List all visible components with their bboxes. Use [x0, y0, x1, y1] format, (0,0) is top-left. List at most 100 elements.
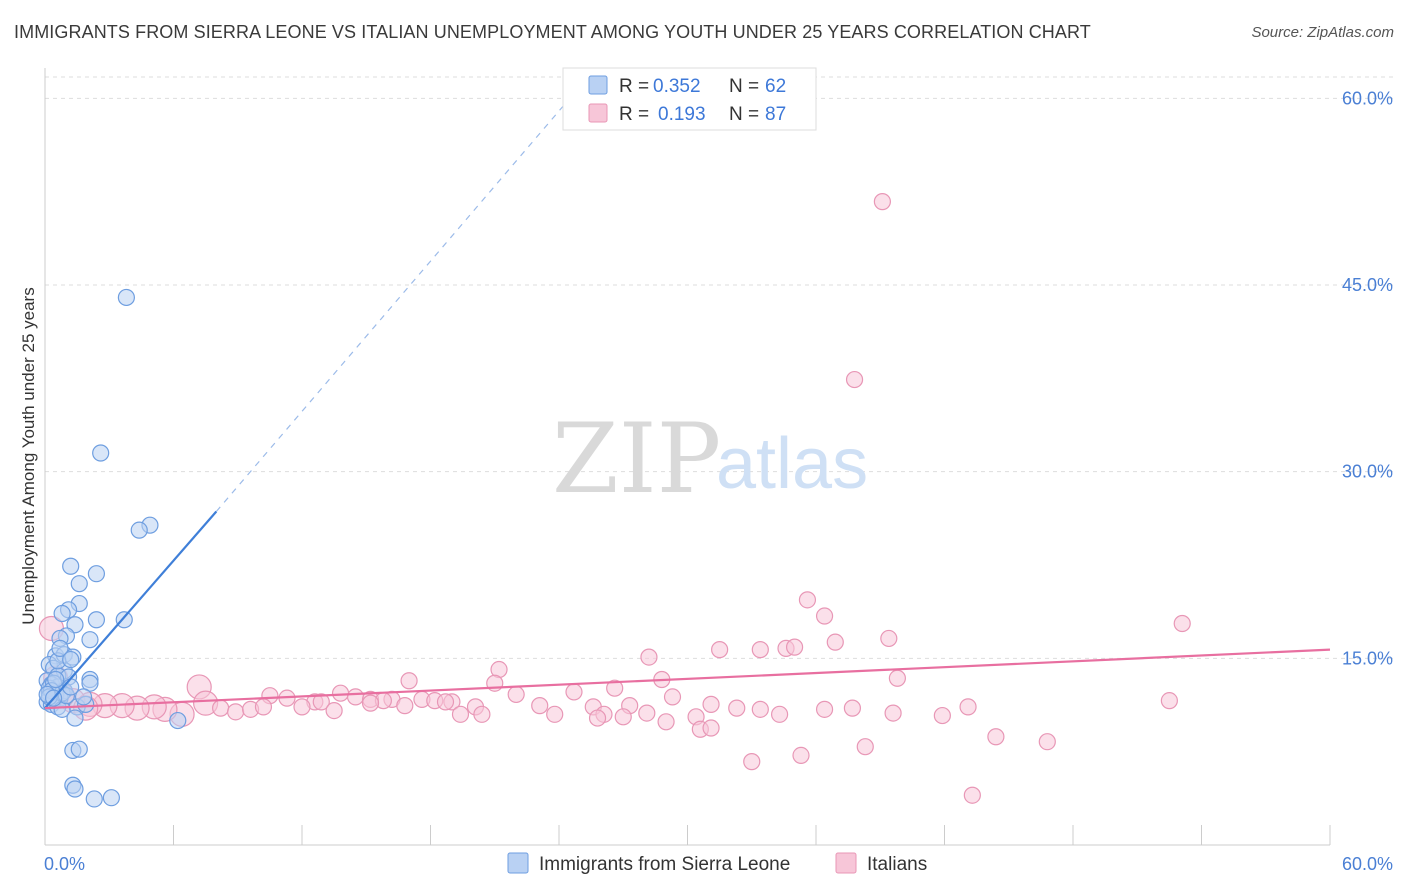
legend-r-label-2: R = [619, 104, 649, 125]
legend: R = 0.352 N = 62 R = 0.193 N = 87 [562, 67, 817, 131]
italians-point-19 [507, 685, 525, 704]
italians-point-69 [963, 786, 981, 804]
sierra-leone-point-7 [70, 575, 88, 593]
chart-title: IMMIGRANTS FROM SIERRA LEONE VS ITALIAN … [14, 22, 1091, 42]
italians-point-23 [702, 695, 720, 713]
sierra-leone-point-46 [66, 780, 84, 798]
italians-point-58 [546, 705, 564, 723]
italians-point-8 [751, 641, 769, 659]
x-tick-label-max: 60.0% [1342, 854, 1393, 874]
italians-point-10 [785, 638, 804, 656]
italians-point-48 [959, 698, 977, 716]
sierra-leone-point-1 [117, 288, 135, 307]
italians-point-11 [711, 641, 729, 659]
italians-point-45 [843, 699, 862, 717]
italians-point-60 [614, 708, 632, 726]
italians-point-54 [396, 697, 414, 715]
sierra-leone-trend-line [44, 510, 218, 709]
italians-point-52 [325, 701, 343, 720]
italians-point-68 [1038, 733, 1056, 751]
sierra-leone-point-58 [51, 639, 69, 657]
watermark: ZIP atlas [552, 403, 868, 515]
grid-lines [45, 76, 1393, 659]
italians-point-47 [933, 706, 951, 725]
sierra-leone-trend-extension [215, 73, 592, 512]
sierra-leone-point-2 [92, 444, 110, 462]
italians-point-28 [346, 688, 365, 706]
italians-point-65 [792, 746, 810, 765]
italians-point-51 [312, 693, 330, 711]
italians-point-5 [1173, 614, 1191, 633]
italians-point-1 [873, 193, 891, 211]
italians-point-86 [361, 694, 380, 712]
italians-point-7 [826, 633, 844, 651]
italians-trend-line [44, 648, 1331, 710]
sierra-leone-point-48 [102, 789, 120, 807]
italians-point-35 [531, 697, 549, 715]
italians-point-39 [638, 704, 656, 722]
bottom-legend-swatch-sierra-leone [507, 852, 529, 874]
sierra-leone-point-5 [62, 557, 80, 575]
trend-lines [44, 73, 1331, 710]
legend-n-value-1: 62 [765, 76, 786, 97]
bottom-legend-label-sierra-leone: Immigrants from Sierra Leone [539, 854, 790, 875]
x-ticks [44, 825, 1331, 845]
sierra-leone-point-10 [53, 604, 71, 623]
italians-point-59 [588, 709, 607, 727]
y-tick-label-1: 15.0% [1342, 648, 1393, 668]
legend-r-value-1: 0.352 [653, 76, 701, 97]
italians-point-44 [815, 700, 834, 718]
source-label: Source: ZipAtlas.com [1251, 24, 1394, 41]
legend-r-value-2: 0.193 [658, 104, 706, 125]
italians-point-82 [212, 699, 230, 717]
italians-point-50 [293, 698, 311, 716]
y-tick-label-4: 60.0% [1342, 88, 1393, 108]
italians-point-22 [663, 688, 682, 706]
italians-point-6 [880, 629, 898, 648]
sierra-leone-point-4 [130, 521, 148, 539]
watermark-atlas: atlas [716, 424, 868, 504]
sierra-leone-points [38, 288, 187, 808]
italians-point-57 [473, 705, 491, 723]
italians-point-3 [798, 591, 817, 609]
sierra-leone-point-60 [74, 688, 93, 706]
italians-point-66 [856, 738, 874, 756]
bottom-legend-label-italians: Italians [867, 854, 927, 875]
y-tick-labels: 15.0% 30.0% 45.0% 60.0% [1342, 88, 1393, 668]
sierra-leone-point-6 [87, 565, 106, 583]
bottom-legend: Immigrants from Sierra Leone Italians [507, 852, 927, 875]
italians-point-14 [888, 669, 906, 687]
bottom-legend-swatch-italians [835, 852, 857, 874]
y-tick-label-3: 45.0% [1342, 275, 1393, 295]
legend-swatch-sierra-leone [588, 75, 608, 95]
watermark-zip: ZIP [552, 403, 721, 515]
italians-point-46 [884, 704, 902, 722]
legend-n-label-1: N = [729, 76, 759, 97]
legend-swatch-italians [588, 103, 608, 123]
italians-point-49 [1160, 692, 1178, 710]
y-axis-label: Unemployment Among Youth under 25 years [19, 287, 38, 624]
italians-point-42 [751, 700, 769, 718]
italians-point-24 [331, 684, 350, 702]
sierra-leone-point-54 [47, 670, 65, 689]
sierra-leone-point-16 [81, 631, 99, 649]
x-tick-label-min: 0.0% [44, 854, 85, 874]
italians-point-41 [728, 699, 746, 717]
italians-point-12 [640, 648, 658, 666]
sierra-leone-point-41 [66, 709, 84, 727]
italians-point-67 [987, 728, 1005, 746]
italians-point-21 [606, 679, 624, 697]
italians-point-83 [227, 703, 245, 721]
y-tick-label-2: 30.0% [1342, 462, 1393, 482]
sierra-leone-point-59 [62, 650, 80, 669]
italians-point-55 [436, 693, 455, 711]
italians-point-20 [565, 683, 583, 701]
sierra-leone-point-42 [169, 711, 187, 730]
sierra-leone-point-11 [87, 611, 106, 629]
italians-point-85 [254, 698, 273, 716]
italians-point-61 [657, 713, 675, 731]
sierra-leone-point-12 [115, 611, 133, 629]
italians-point-56 [451, 705, 470, 723]
italians-point-64 [743, 753, 761, 771]
